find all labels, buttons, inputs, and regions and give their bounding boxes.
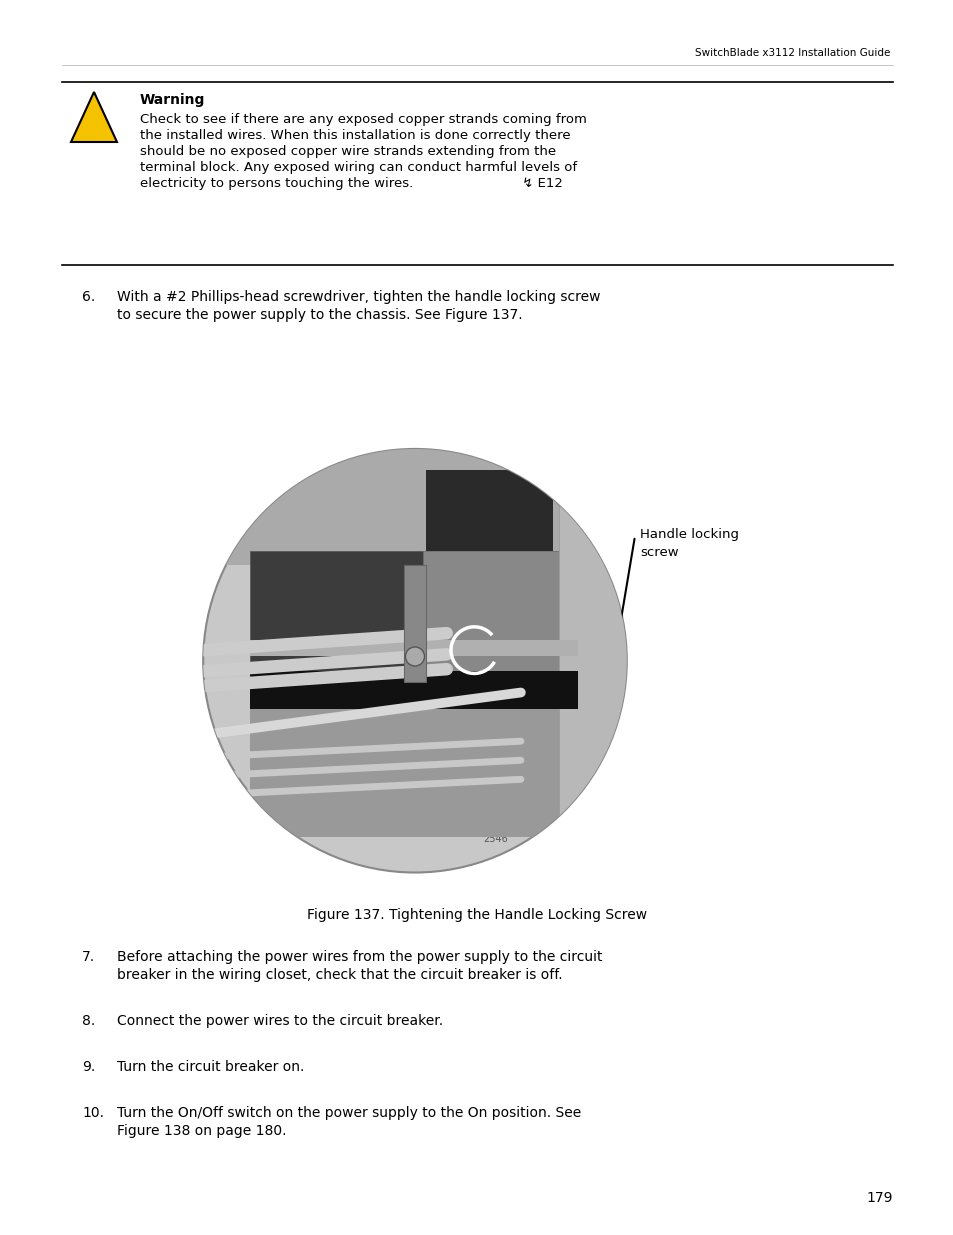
- FancyBboxPatch shape: [203, 450, 626, 566]
- FancyBboxPatch shape: [423, 551, 571, 731]
- Polygon shape: [71, 91, 117, 142]
- Text: With a #2 Phillips-head screwdriver, tighten the handle locking screw: With a #2 Phillips-head screwdriver, tig…: [117, 290, 599, 304]
- Circle shape: [405, 647, 424, 666]
- FancyBboxPatch shape: [404, 566, 425, 682]
- Text: the installed wires. When this installation is done correctly there: the installed wires. When this installat…: [140, 128, 570, 142]
- Text: terminal block. Any exposed wiring can conduct harmful levels of: terminal block. Any exposed wiring can c…: [140, 161, 577, 174]
- Text: 2546: 2546: [482, 835, 507, 845]
- Text: Check to see if there are any exposed copper strands coming from: Check to see if there are any exposed co…: [140, 112, 586, 126]
- Text: 7.: 7.: [82, 950, 95, 963]
- Text: screw: screw: [639, 546, 678, 559]
- Text: 8.: 8.: [82, 1014, 95, 1028]
- Text: Turn the On/Off switch on the power supply to the On position. See: Turn the On/Off switch on the power supp…: [117, 1105, 580, 1119]
- Text: should be no exposed copper wire strands extending from the: should be no exposed copper wire strands…: [140, 144, 556, 158]
- Circle shape: [203, 450, 626, 872]
- Text: breaker in the wiring closet, check that the circuit breaker is off.: breaker in the wiring closet, check that…: [117, 967, 562, 982]
- Text: 179: 179: [865, 1191, 892, 1205]
- Text: 10.: 10.: [82, 1105, 104, 1119]
- Text: electricity to persons touching the wires.: electricity to persons touching the wire…: [140, 177, 413, 190]
- Text: Handle locking: Handle locking: [639, 529, 739, 541]
- Text: Turn the circuit breaker on.: Turn the circuit breaker on.: [117, 1060, 304, 1073]
- Text: Warning: Warning: [140, 93, 205, 107]
- Text: ↯ E12: ↯ E12: [517, 177, 562, 190]
- Text: SwitchBlade x3112 Installation Guide: SwitchBlade x3112 Installation Guide: [694, 48, 889, 58]
- FancyBboxPatch shape: [558, 459, 633, 841]
- Text: Figure 137. Tightening the Handle Locking Screw: Figure 137. Tightening the Handle Lockin…: [307, 908, 646, 921]
- Text: to secure the power supply to the chassis. See Figure 137.: to secure the power supply to the chassi…: [117, 308, 522, 322]
- FancyBboxPatch shape: [425, 471, 552, 551]
- Text: Before attaching the power wires from the power supply to the circuit: Before attaching the power wires from th…: [117, 950, 602, 963]
- Text: ⚡: ⚡: [87, 109, 101, 127]
- FancyBboxPatch shape: [250, 640, 578, 657]
- FancyBboxPatch shape: [250, 709, 630, 836]
- Text: Connect the power wires to the circuit breaker.: Connect the power wires to the circuit b…: [117, 1014, 442, 1028]
- Text: 6.: 6.: [82, 290, 95, 304]
- Text: Figure 138 on page 180.: Figure 138 on page 180.: [117, 1124, 286, 1137]
- Text: 9.: 9.: [82, 1060, 95, 1073]
- FancyBboxPatch shape: [250, 551, 423, 762]
- FancyBboxPatch shape: [250, 672, 578, 709]
